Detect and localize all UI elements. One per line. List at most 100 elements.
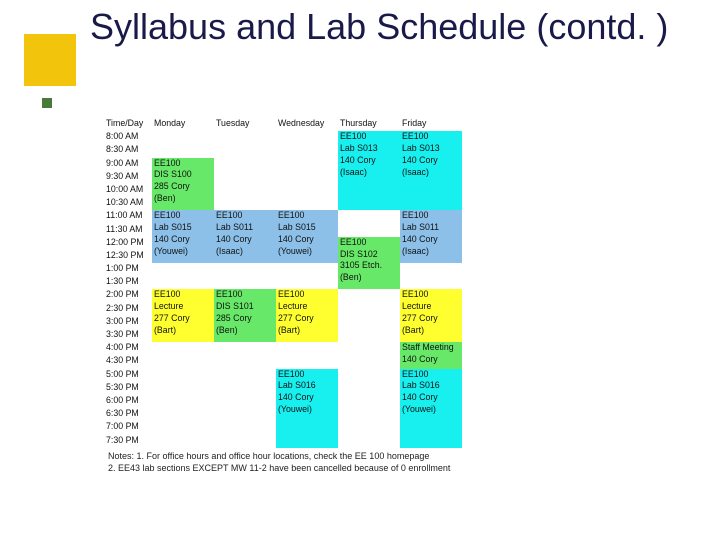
empty-cell	[214, 263, 276, 276]
block-line: EE100	[340, 237, 398, 249]
block-line: DIS S102	[340, 249, 398, 261]
empty-cell	[214, 408, 276, 421]
block-line: 3105 Etch.	[340, 260, 398, 272]
empty-cell	[152, 355, 214, 368]
schedule-block: EE100Lab S016140 Cory(Youwei)	[276, 369, 338, 448]
block-line: (Youwei)	[278, 246, 336, 258]
block-line: (Isaac)	[402, 246, 460, 258]
empty-cell	[152, 144, 214, 157]
block-line: Lab S013	[340, 143, 398, 155]
time-label: 5:30 PM	[104, 382, 152, 395]
empty-cell	[152, 131, 214, 144]
block-line: EE100	[216, 210, 274, 222]
block-line: EE100	[154, 289, 212, 301]
note-line: Notes: 1. For office hours and office ho…	[108, 450, 462, 463]
header-day: Monday	[152, 118, 214, 131]
empty-cell	[338, 369, 400, 382]
empty-cell	[214, 355, 276, 368]
time-label: 7:30 PM	[104, 435, 152, 448]
empty-cell	[214, 382, 276, 395]
header-day: Wednesday	[276, 118, 338, 131]
block-line: DIS S101	[216, 301, 274, 313]
time-label: 10:00 AM	[104, 184, 152, 197]
empty-cell	[338, 329, 400, 342]
schedule-block: EE100DIS S101285 Cory(Ben)	[214, 289, 276, 342]
empty-cell	[276, 276, 338, 289]
empty-cell	[214, 395, 276, 408]
schedule-block: EE100DIS S1023105 Etch.(Ben)	[338, 237, 400, 290]
schedule-block: EE100Lab S011140 Cory(Isaac)	[214, 210, 276, 263]
block-line: (Ben)	[340, 272, 398, 284]
schedule-block: EE100Lab S013140 Cory(Isaac)	[338, 131, 400, 210]
time-label: 8:00 AM	[104, 131, 152, 144]
empty-cell	[214, 184, 276, 197]
empty-cell	[214, 144, 276, 157]
schedule-grid: Time/DayMondayTuesdayWednesdayThursdayFr…	[104, 118, 462, 448]
empty-cell	[152, 382, 214, 395]
block-line: (Youwei)	[154, 246, 212, 258]
empty-cell	[276, 144, 338, 157]
block-line: EE100	[278, 369, 336, 381]
block-line: EE100	[340, 131, 398, 143]
block-line: EE100	[402, 369, 460, 381]
time-label: 1:30 PM	[104, 276, 152, 289]
block-line: Lab S016	[402, 380, 460, 392]
empty-cell	[152, 342, 214, 355]
empty-cell	[276, 184, 338, 197]
block-line: (Bart)	[402, 325, 460, 337]
block-line: Lab S013	[402, 143, 460, 155]
empty-cell	[152, 408, 214, 421]
block-line: 285 Cory	[154, 181, 212, 193]
block-line: (Isaac)	[216, 246, 274, 258]
block-line: (Ben)	[216, 325, 274, 337]
block-line: 277 Cory	[402, 313, 460, 325]
block-line: (Ben)	[154, 193, 212, 205]
schedule-block: EE100Lab S016140 Cory(Youwei)	[400, 369, 462, 448]
empty-cell	[276, 342, 338, 355]
empty-cell	[338, 382, 400, 395]
empty-cell	[214, 131, 276, 144]
empty-cell	[276, 263, 338, 276]
empty-cell	[152, 421, 214, 434]
empty-cell	[214, 276, 276, 289]
block-line: 140 Cory	[278, 392, 336, 404]
title-bullet-square	[42, 98, 52, 108]
empty-cell	[152, 395, 214, 408]
note-line: 2. EE43 lab sections EXCEPT MW 11-2 have…	[108, 462, 462, 475]
time-label: 4:30 PM	[104, 355, 152, 368]
time-label: 3:00 PM	[104, 316, 152, 329]
block-line: 285 Cory	[216, 313, 274, 325]
empty-cell	[152, 435, 214, 448]
block-line: EE100	[402, 210, 460, 222]
empty-cell	[338, 395, 400, 408]
block-line: EE100	[154, 210, 212, 222]
header-time: Time/Day	[104, 118, 152, 131]
empty-cell	[276, 197, 338, 210]
schedule-block: EE100Lab S015140 Cory(Youwei)	[152, 210, 214, 263]
empty-cell	[276, 171, 338, 184]
block-line: Lab S015	[278, 222, 336, 234]
block-line: 140 Cory	[278, 234, 336, 246]
empty-cell	[338, 210, 400, 223]
time-label: 10:30 AM	[104, 197, 152, 210]
block-line: 140 Cory	[402, 155, 460, 167]
block-line: (Isaac)	[402, 167, 460, 179]
empty-cell	[338, 435, 400, 448]
schedule-block: EE100Lab S011140 Cory(Isaac)	[400, 210, 462, 263]
empty-cell	[214, 158, 276, 171]
block-line: 140 Cory	[154, 234, 212, 246]
empty-cell	[338, 224, 400, 237]
block-line: Lab S011	[216, 222, 274, 234]
block-line: 140 Cory	[402, 354, 460, 366]
time-label: 3:30 PM	[104, 329, 152, 342]
empty-cell	[214, 342, 276, 355]
schedule-block: Staff Meeting140 Cory	[400, 342, 462, 368]
time-label: 2:30 PM	[104, 303, 152, 316]
block-line: 140 Cory	[402, 392, 460, 404]
empty-cell	[214, 171, 276, 184]
header-day: Thursday	[338, 118, 400, 131]
time-label: 2:00 PM	[104, 289, 152, 302]
time-label: 11:30 AM	[104, 224, 152, 237]
time-label: 6:30 PM	[104, 408, 152, 421]
time-label: 12:00 PM	[104, 237, 152, 250]
